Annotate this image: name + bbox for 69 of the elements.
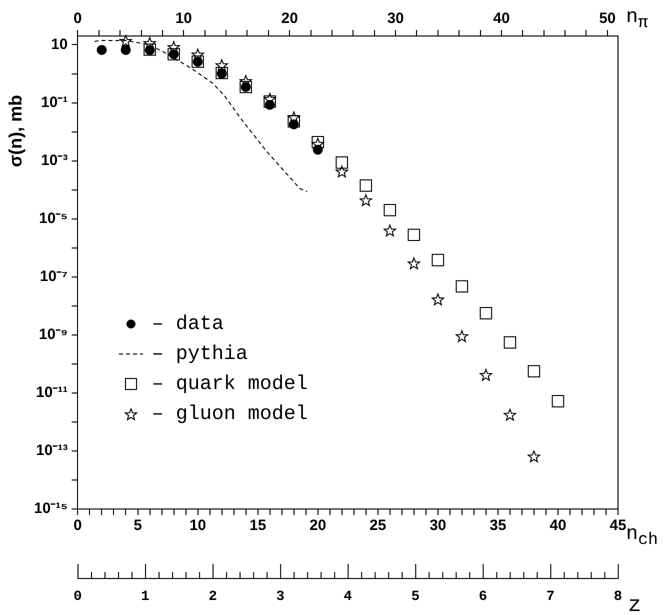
point xyxy=(552,395,564,408)
point xyxy=(336,166,348,178)
point xyxy=(168,41,180,53)
x-tick-label: 15 xyxy=(249,517,266,534)
y-tick-label: 10⁻⁷ xyxy=(40,268,68,286)
x2-tick-label: 30 xyxy=(387,10,404,28)
point xyxy=(432,254,444,266)
text: z xyxy=(628,593,642,615)
point xyxy=(96,44,107,55)
y-tick-label: 10⁻¹⁵ xyxy=(34,500,68,518)
point xyxy=(528,450,540,462)
point xyxy=(408,257,420,270)
text: 7 xyxy=(546,589,555,605)
point xyxy=(504,336,516,349)
y-tick-label: 10⁻⁹ xyxy=(38,326,68,344)
x2-tick-label: 10 xyxy=(175,10,192,28)
legend-label: – data xyxy=(152,312,224,336)
legend-label: – quark model xyxy=(152,372,308,396)
point xyxy=(480,307,492,320)
point xyxy=(120,44,131,55)
point xyxy=(408,228,420,242)
point xyxy=(216,59,228,72)
y-tick-label: 10⁻³ xyxy=(41,152,68,169)
text: 8 xyxy=(614,589,622,605)
y-axis-title: σ(n), mb xyxy=(6,94,26,168)
text: 0 xyxy=(74,589,82,605)
x-tick-label: 30 xyxy=(430,517,446,534)
text: 5 xyxy=(411,589,420,605)
point xyxy=(360,194,372,206)
y-tick-label: 10⁻¹¹ xyxy=(36,384,68,402)
x-tick-label: 10 xyxy=(189,517,206,534)
y-tick-label: 10⁻¹ xyxy=(41,94,68,111)
x-tick-label: 45 xyxy=(610,517,626,534)
legend-label: – gluon model xyxy=(152,402,308,426)
point xyxy=(288,115,300,128)
x-tick-label: 25 xyxy=(370,517,386,534)
point xyxy=(360,179,372,192)
x-tick-label: 5 xyxy=(134,517,142,534)
text: 2 xyxy=(208,589,217,605)
legend-label: – pythia xyxy=(152,342,248,366)
y-tick-label: 10⁻¹³ xyxy=(36,442,68,460)
point xyxy=(456,280,468,293)
point xyxy=(528,365,540,378)
x2-tick-label: 50 xyxy=(599,10,616,28)
x-axis-title: n$_{ch}$ xyxy=(626,523,658,550)
point xyxy=(384,204,396,216)
point xyxy=(384,224,396,236)
y-tick-label: 10 xyxy=(51,36,68,53)
text: 4 xyxy=(344,589,352,605)
point xyxy=(480,368,492,381)
x-tick-label: 0 xyxy=(74,517,82,534)
x-tick-label: 35 xyxy=(490,517,506,534)
point xyxy=(120,34,132,47)
text: 6 xyxy=(478,589,488,605)
x-tick-label: 40 xyxy=(550,517,566,534)
point xyxy=(504,408,516,421)
x2-axis-title: n$_{π}$ xyxy=(626,6,648,33)
point xyxy=(456,330,468,342)
x2-tick-label: 0 xyxy=(74,10,82,28)
x2-tick-label: 40 xyxy=(493,10,510,28)
point xyxy=(264,95,276,108)
x2-tick-label: 20 xyxy=(281,10,298,28)
point xyxy=(336,156,348,169)
point xyxy=(144,37,156,49)
y-tick-label: 10⁻⁵ xyxy=(38,210,68,227)
text: 1 xyxy=(141,589,150,605)
text: 3 xyxy=(276,589,285,605)
x-tick-label: 20 xyxy=(310,517,326,534)
point xyxy=(432,293,444,306)
